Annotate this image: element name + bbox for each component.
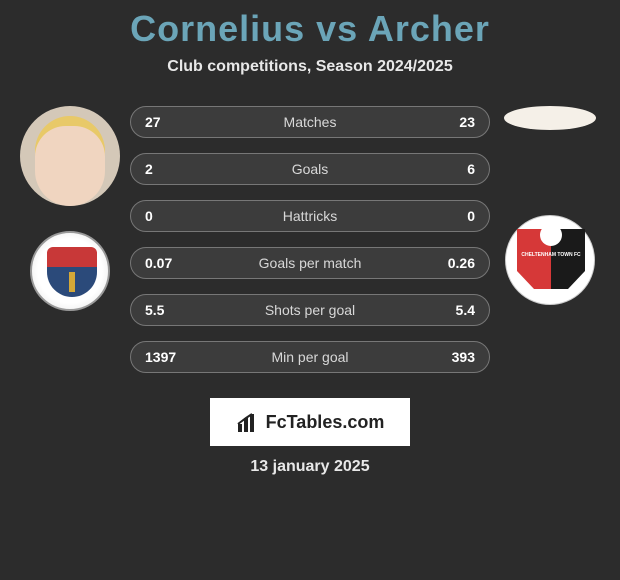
stat-value-right: 393: [425, 349, 475, 365]
club-shield-left: [30, 231, 110, 311]
stat-label: Goals: [195, 161, 425, 177]
stat-row: 0 Hattricks 0: [130, 200, 490, 232]
stat-row: 27 Matches 23: [130, 106, 490, 138]
stat-value-left: 0.07: [145, 255, 195, 271]
infographic-container: Cornelius vs Archer Club competitions, S…: [0, 0, 620, 580]
stat-value-left: 5.5: [145, 302, 195, 318]
logo-text: FcTables.com: [266, 412, 385, 433]
fctables-logo: FcTables.com: [210, 398, 410, 446]
stat-value-right: 6: [425, 161, 475, 177]
stat-value-left: 2: [145, 161, 195, 177]
stat-value-right: 23: [425, 114, 475, 130]
stat-value-left: 1397: [145, 349, 195, 365]
stat-row: 1397 Min per goal 393: [130, 341, 490, 373]
chart-icon: [236, 412, 260, 432]
stat-row: 0.07 Goals per match 0.26: [130, 247, 490, 279]
page-title: Cornelius vs Archer: [0, 8, 620, 50]
comparison-area: 27 Matches 23 2 Goals 6 0 Hattricks 0 0.…: [0, 106, 620, 373]
stat-value-left: 27: [145, 114, 195, 130]
stat-row: 2 Goals 6: [130, 153, 490, 185]
player-avatar-left: [20, 106, 120, 206]
subtitle: Club competitions, Season 2024/2025: [0, 58, 620, 76]
stat-value-right: 0: [425, 208, 475, 224]
player-column-left: [10, 106, 130, 311]
stats-column: 27 Matches 23 2 Goals 6 0 Hattricks 0 0.…: [130, 106, 490, 373]
footer-date: 13 january 2025: [0, 458, 620, 476]
stat-row: 5.5 Shots per goal 5.4: [130, 294, 490, 326]
club-shield-right: CHELTENHAM TOWN FC: [505, 215, 595, 305]
stat-value-right: 5.4: [425, 302, 475, 318]
stat-value-left: 0: [145, 208, 195, 224]
stat-label: Hattricks: [195, 208, 425, 224]
stat-label: Matches: [195, 114, 425, 130]
stat-value-right: 0.26: [425, 255, 475, 271]
player-avatar-right: [504, 106, 596, 130]
stat-label: Shots per goal: [195, 302, 425, 318]
stat-label: Min per goal: [195, 349, 425, 365]
shield-text: CHELTENHAM TOWN FC: [517, 252, 585, 258]
stat-label: Goals per match: [195, 255, 425, 271]
player-column-right: CHELTENHAM TOWN FC: [490, 106, 610, 305]
